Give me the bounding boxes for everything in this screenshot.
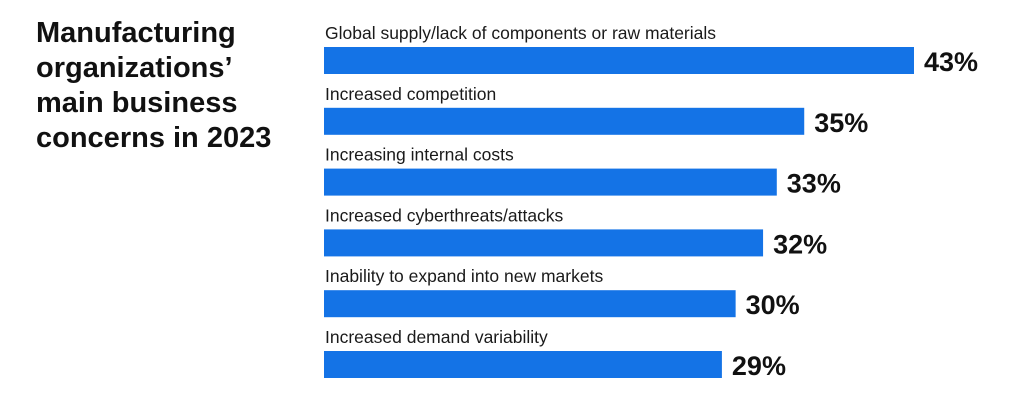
- category-label: Increased cyberthreats/attacks: [325, 205, 564, 225]
- bar: [324, 229, 764, 257]
- value-label: 35%: [814, 108, 868, 138]
- category-label: Increased demand variability: [325, 327, 548, 347]
- value-label: 32%: [773, 229, 827, 259]
- value-label: 33%: [787, 169, 841, 199]
- value-label: 29%: [732, 351, 786, 381]
- value-label: 30%: [746, 290, 800, 320]
- value-label: 43%: [924, 47, 978, 77]
- chart-title: Manufacturing organizations’ main busine…: [36, 17, 272, 154]
- bar: [324, 107, 805, 135]
- bar: [324, 351, 722, 378]
- category-label: Increasing internal costs: [325, 145, 514, 165]
- category-label: Global supply/lack of components or raw …: [325, 23, 716, 43]
- category-label: Inability to expand into new markets: [325, 266, 603, 286]
- bar: [324, 168, 777, 196]
- category-label: Increased competition: [325, 84, 496, 104]
- bar: [324, 290, 736, 318]
- bar: [324, 47, 914, 74]
